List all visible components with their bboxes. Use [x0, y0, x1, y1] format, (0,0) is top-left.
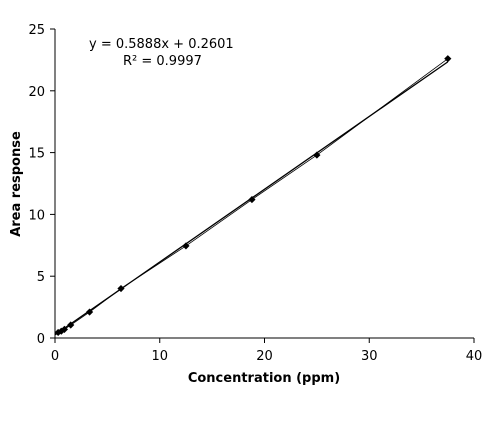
y-tick-label: 20	[28, 85, 45, 100]
x-tick-label: 10	[151, 349, 168, 364]
x-tick-label: 40	[466, 349, 483, 364]
series-line	[57, 58, 449, 333]
x-axis-label: Concentration (ppm)	[188, 371, 340, 386]
data-point-diamond	[85, 308, 94, 316]
y-tick-label: 10	[28, 208, 45, 223]
data-point-diamond	[444, 55, 452, 63]
data-point-diamond	[248, 195, 256, 204]
plot-area: 0 5 10 15 20 25 0 10 20 30 40	[28, 23, 482, 364]
y-axis-label: Area response	[9, 131, 24, 237]
data-point-diamond	[60, 325, 69, 333]
y-tick-label: 25	[28, 23, 45, 38]
x-tick-label: 0	[51, 349, 59, 364]
y-tick-label: 0	[37, 332, 45, 347]
data-point-diamond	[182, 242, 190, 250]
r-squared-label: R² = 0.9997	[123, 54, 202, 69]
x-tick-label: 20	[256, 349, 273, 364]
y-tick-label: 15	[28, 147, 45, 162]
y-tick-label: 5	[37, 270, 45, 285]
data-point-diamond	[57, 327, 65, 335]
x-tick-label: 30	[361, 349, 378, 364]
data-point-diamond	[67, 321, 75, 329]
data-point-diamond	[117, 284, 125, 293]
trendline-equation: y = 0.5888x + 0.2601 R² = 0.9997	[89, 37, 234, 69]
equation-label: y = 0.5888x + 0.2601	[89, 37, 234, 52]
data-point-diamond	[313, 151, 321, 159]
